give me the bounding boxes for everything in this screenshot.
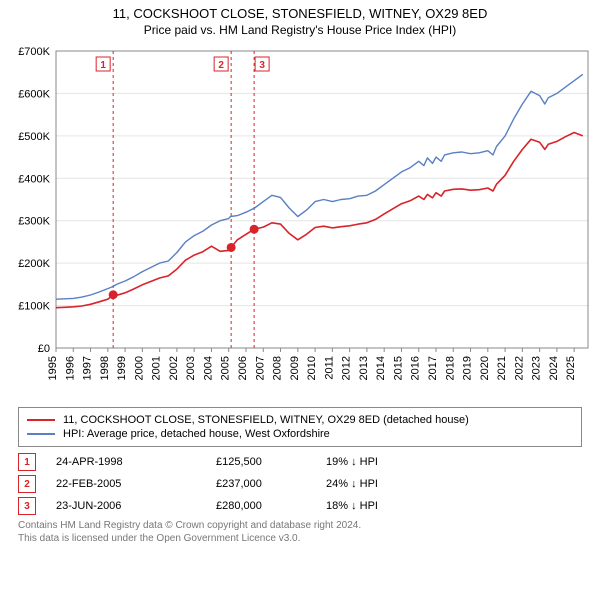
sale-row: 1 24-APR-1998 £125,500 19% ↓ HPI <box>18 453 582 471</box>
legend-swatch <box>27 419 55 421</box>
svg-text:2009: 2009 <box>289 356 301 380</box>
svg-text:2023: 2023 <box>531 356 543 380</box>
svg-text:2008: 2008 <box>272 356 284 380</box>
legend-row: 11, COCKSHOOT CLOSE, STONESFIELD, WITNEY… <box>27 414 573 426</box>
chart-area: £0 £100K £200K £300K £400K £500K £600K £700K 199… <box>0 43 600 401</box>
svg-text:3: 3 <box>259 60 265 71</box>
svg-text:1998: 1998 <box>99 356 111 380</box>
svg-text:2002: 2002 <box>168 356 180 380</box>
sales-table: 1 24-APR-1998 £125,500 19% ↓ HPI 2 22-FEB-200… <box>18 453 582 515</box>
legend-label: HPI: Average price, detached house, West… <box>63 428 330 440</box>
svg-text:2005: 2005 <box>220 356 232 380</box>
chart-title: 11, COCKSHOOT CLOSE, STONESFIELD, WITNEY… <box>0 6 600 21</box>
attribution-line: Contains HM Land Registry data © Crown c… <box>18 519 582 532</box>
svg-text:£100K: £100K <box>18 301 50 313</box>
legend-swatch <box>27 433 55 435</box>
svg-text:2011: 2011 <box>323 356 335 380</box>
sale-row: 3 23-JUN-2006 £280,000 18% ↓ HPI <box>18 497 582 515</box>
svg-text:2016: 2016 <box>410 356 422 380</box>
svg-text:2018: 2018 <box>444 356 456 380</box>
chart-subtitle: Price paid vs. HM Land Registry's House … <box>0 23 600 37</box>
svg-text:2021: 2021 <box>496 356 508 380</box>
legend: 11, COCKSHOOT CLOSE, STONESFIELD, WITNEY… <box>18 407 582 447</box>
svg-text:£400K: £400K <box>18 173 50 185</box>
svg-text:1995: 1995 <box>47 356 59 380</box>
svg-text:1: 1 <box>100 60 106 71</box>
svg-text:2003: 2003 <box>185 356 197 380</box>
attribution-line: This data is licensed under the Open Gov… <box>18 532 582 545</box>
sale-vs-hpi: 18% ↓ HPI <box>326 500 446 512</box>
sale-badge: 3 <box>18 497 36 515</box>
svg-text:2007: 2007 <box>254 356 266 380</box>
svg-text:2015: 2015 <box>392 356 404 380</box>
svg-text:2012: 2012 <box>341 356 353 380</box>
legend-label: 11, COCKSHOOT CLOSE, STONESFIELD, WITNEY… <box>63 414 469 426</box>
sale-price: £125,500 <box>216 456 306 468</box>
svg-text:2022: 2022 <box>513 356 525 380</box>
svg-text:2006: 2006 <box>237 356 249 380</box>
line-chart-svg: £0 £100K £200K £300K £400K £500K £600K £700K 199… <box>0 43 600 398</box>
svg-text:2: 2 <box>218 60 224 71</box>
svg-text:2013: 2013 <box>358 356 370 380</box>
sale-price: £280,000 <box>216 500 306 512</box>
sale-row: 2 22-FEB-2005 £237,000 24% ↓ HPI <box>18 475 582 493</box>
svg-text:2004: 2004 <box>202 356 214 380</box>
sale-date: 24-APR-1998 <box>56 456 196 468</box>
svg-text:2020: 2020 <box>479 356 491 380</box>
svg-text:1996: 1996 <box>64 356 76 380</box>
svg-text:1999: 1999 <box>116 356 128 380</box>
svg-text:2024: 2024 <box>548 356 560 380</box>
legend-row: HPI: Average price, detached house, West… <box>27 428 573 440</box>
sale-vs-hpi: 24% ↓ HPI <box>326 478 446 490</box>
svg-text:2001: 2001 <box>151 356 163 380</box>
sale-badge: 1 <box>18 453 36 471</box>
svg-text:2019: 2019 <box>462 356 474 380</box>
svg-text:£500K: £500K <box>18 131 50 143</box>
svg-text:2017: 2017 <box>427 356 439 380</box>
svg-text:£300K: £300K <box>18 216 50 228</box>
svg-text:2010: 2010 <box>306 356 318 380</box>
sale-price: £237,000 <box>216 478 306 490</box>
svg-text:£200K: £200K <box>18 258 50 270</box>
sale-vs-hpi: 19% ↓ HPI <box>326 456 446 468</box>
svg-text:£700K: £700K <box>18 46 50 58</box>
svg-text:£600K: £600K <box>18 88 50 100</box>
attribution: Contains HM Land Registry data © Crown c… <box>18 519 582 545</box>
sale-date: 22-FEB-2005 <box>56 478 196 490</box>
sale-date: 23-JUN-2006 <box>56 500 196 512</box>
svg-text:£0: £0 <box>38 343 50 355</box>
svg-text:2025: 2025 <box>565 356 577 380</box>
svg-text:2000: 2000 <box>133 356 145 380</box>
svg-text:2014: 2014 <box>375 356 387 380</box>
svg-text:1997: 1997 <box>82 356 94 380</box>
sale-badge: 2 <box>18 475 36 493</box>
